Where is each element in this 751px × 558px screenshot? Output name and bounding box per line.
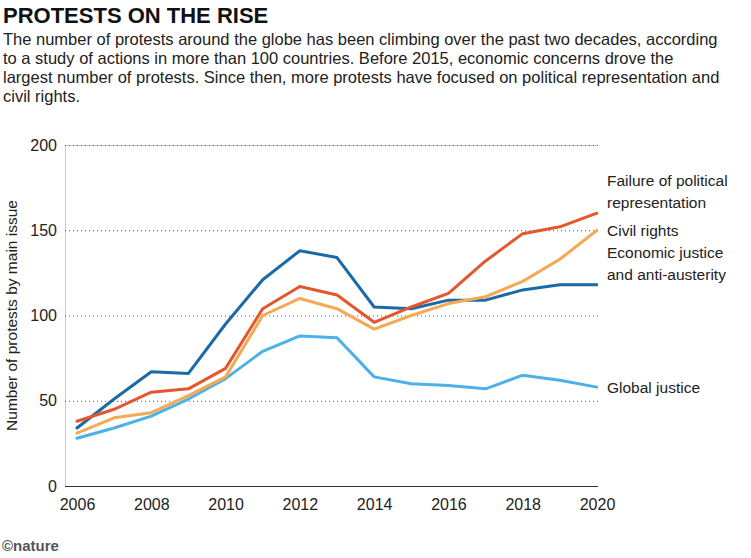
series-line	[77, 336, 597, 438]
grid-line	[65, 401, 598, 402]
y-axis: 0 50 100 150 200	[30, 137, 598, 495]
subtitle: The number of protests around the globe …	[3, 30, 719, 105]
x-tick: 2008	[134, 486, 170, 513]
x-tick-label: 2006	[60, 496, 96, 513]
series-labels: Failure of political representation Civil …	[607, 172, 728, 396]
x-tick: 2010	[208, 486, 244, 513]
series-label: Global justice	[607, 379, 700, 396]
text-line: civil rights.	[3, 87, 80, 105]
series-line	[77, 251, 597, 428]
text-line: The number of protests around the globe …	[3, 30, 718, 48]
text-line: to a study of actions in more than 100 c…	[3, 49, 673, 67]
y-tick-label: 150	[30, 222, 57, 239]
chart: PROTESTS ON THE RISE The number of protes…	[0, 0, 751, 558]
grid-line	[65, 145, 598, 146]
x-tick-label: 2012	[283, 496, 319, 513]
text-line: Civil rights	[607, 222, 679, 239]
x-tick: 2020	[580, 486, 616, 513]
text-line: Failure of political	[607, 172, 728, 189]
lines	[77, 213, 597, 438]
title: PROTESTS ON THE RISE	[3, 3, 268, 28]
x-tick-label: 2016	[431, 496, 467, 513]
text-line: Global justice	[607, 379, 700, 396]
x-tick: 2006	[60, 486, 96, 513]
text-line: and anti-austerity	[607, 266, 726, 283]
credit: ©nature	[2, 537, 59, 554]
y-tick: 200	[30, 137, 598, 154]
series-label: Civil rights	[607, 222, 679, 239]
x-tick: 2014	[357, 486, 393, 513]
series-line	[77, 230, 597, 433]
x-axis-line	[78, 486, 598, 487]
y-axis-line	[66, 146, 599, 487]
y-tick: 100	[30, 307, 598, 324]
x-tick: 2012	[283, 486, 319, 513]
x-tick-label: 2014	[357, 496, 393, 513]
text-line: largest number of protests. Since then, …	[3, 68, 719, 86]
grid-line	[65, 316, 598, 317]
grid-line	[65, 486, 598, 487]
grid-line	[65, 230, 598, 231]
series-label: Failure of political representation	[607, 172, 728, 211]
x-tick-label: 2020	[580, 496, 616, 513]
x-tick: 2016	[431, 486, 467, 513]
text-line: representation	[607, 194, 706, 211]
text-line: Economic justice	[607, 244, 723, 261]
x-tick-label: 2018	[505, 496, 541, 513]
y-tick-label: 200	[30, 137, 57, 154]
y-tick: 0	[48, 478, 598, 495]
y-axis-title: Number of protests by main issue	[3, 200, 20, 431]
x-tick: 2018	[505, 486, 541, 513]
y-tick-label: 100	[30, 307, 57, 324]
y-tick-label: 50	[39, 392, 57, 409]
x-tick-label: 2008	[134, 496, 170, 513]
x-tick-label: 2010	[208, 496, 244, 513]
series-label: Economic justice and anti-austerity	[607, 244, 726, 283]
series-line	[77, 213, 597, 421]
y-tick-label: 0	[48, 478, 57, 495]
x-axis: 2006 2008 2010 2012 2014 2016 2018 2020	[60, 486, 616, 513]
y-tick: 150	[30, 222, 598, 239]
